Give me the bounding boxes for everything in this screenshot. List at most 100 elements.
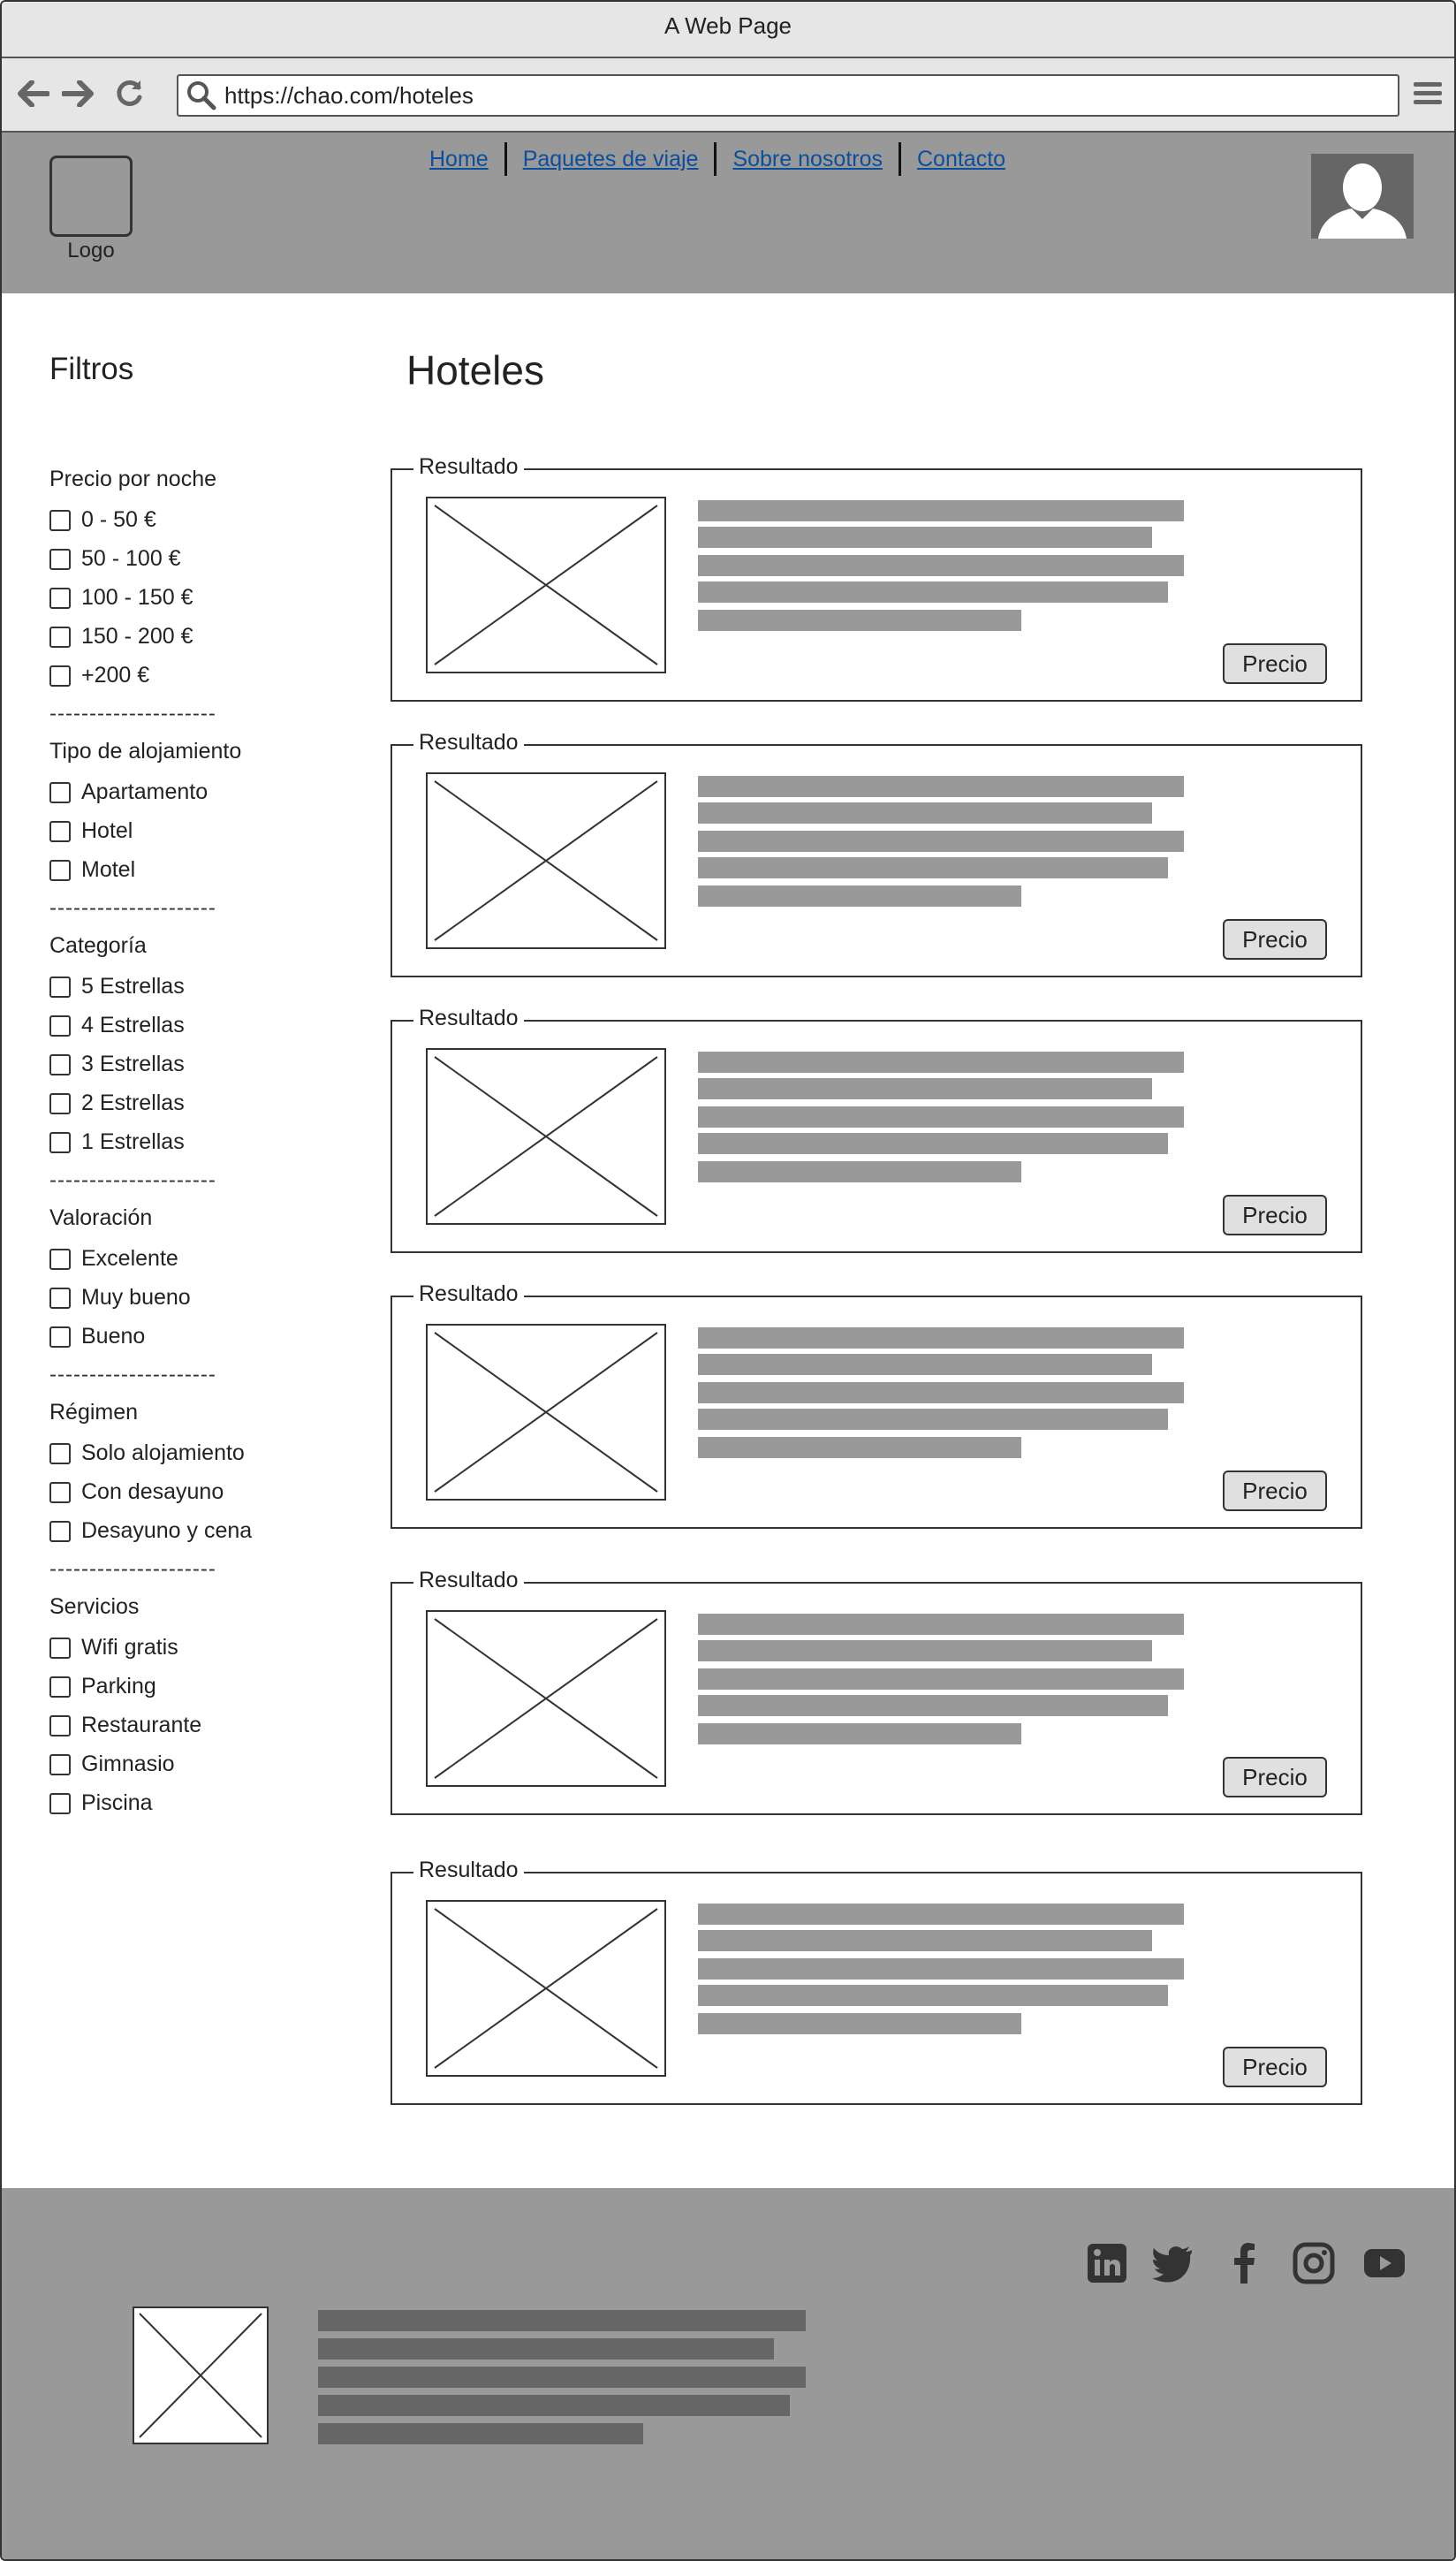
checkbox[interactable] <box>49 1092 71 1114</box>
nav-link-contacto[interactable]: Contacto <box>917 146 1006 171</box>
logo-label: Logo <box>67 239 115 262</box>
filter-option[interactable]: Con desayuno <box>49 1479 224 1505</box>
filter-option[interactable]: Parking <box>49 1674 156 1699</box>
text-placeholder <box>698 527 1152 548</box>
logo[interactable] <box>49 156 133 237</box>
checkbox[interactable] <box>49 665 71 687</box>
checkbox[interactable] <box>49 859 71 881</box>
checkbox[interactable] <box>49 626 71 648</box>
filter-option[interactable]: Muy bueno <box>49 1285 191 1311</box>
filter-option[interactable]: 2 Estrellas <box>49 1091 185 1116</box>
youtube-icon[interactable] <box>1362 2241 1407 2285</box>
filter-option[interactable]: Bueno <box>49 1324 145 1349</box>
filter-option[interactable]: 0 - 50 € <box>49 507 156 533</box>
checkbox[interactable] <box>49 1248 71 1270</box>
filter-option[interactable]: Piscina <box>49 1790 153 1816</box>
filter-option-label: Solo alojamiento <box>81 1440 245 1465</box>
checkbox[interactable] <box>49 548 71 570</box>
filter-option[interactable]: Excelente <box>49 1246 178 1272</box>
filter-option[interactable]: 1 Estrellas <box>49 1129 185 1155</box>
price-button[interactable]: Precio <box>1223 919 1327 960</box>
result-legend: Resultado <box>413 1858 524 1883</box>
filter-option[interactable]: Restaurante <box>49 1713 201 1738</box>
filter-option-label: 50 - 100 € <box>81 546 181 571</box>
checkbox[interactable] <box>49 976 71 998</box>
filter-option[interactable]: 100 - 150 € <box>49 585 193 611</box>
filter-option[interactable]: Gimnasio <box>49 1752 175 1777</box>
filter-option[interactable]: 5 Estrellas <box>49 974 185 999</box>
checkbox[interactable] <box>49 1326 71 1348</box>
text-placeholder <box>698 1052 1184 1073</box>
filter-option[interactable]: 3 Estrellas <box>49 1052 185 1077</box>
checkbox[interactable] <box>49 820 71 842</box>
title-bar: A Web Page <box>2 2 1454 58</box>
price-button[interactable]: Precio <box>1223 643 1327 684</box>
search-icon <box>186 80 217 111</box>
nav-link-home[interactable]: Home <box>429 146 489 171</box>
twitter-icon[interactable] <box>1150 2241 1194 2285</box>
checkbox[interactable] <box>49 587 71 609</box>
checkbox[interactable] <box>49 1714 71 1736</box>
text-placeholder <box>698 1640 1152 1661</box>
checkbox[interactable] <box>49 1676 71 1698</box>
filter-option-label: Motel <box>81 857 136 882</box>
hamburger-menu-icon[interactable] <box>1412 78 1444 110</box>
checkbox[interactable] <box>49 1442 71 1464</box>
checkbox[interactable] <box>49 1637 71 1659</box>
filter-option-label: +200 € <box>81 663 150 688</box>
filter-option[interactable]: 150 - 200 € <box>49 624 193 650</box>
text-placeholder <box>698 831 1184 852</box>
back-arrow-icon[interactable] <box>16 76 51 111</box>
result-card: Resultado Precio <box>391 1568 1362 1815</box>
filter-option[interactable]: Hotel <box>49 818 133 844</box>
checkbox[interactable] <box>49 1481 71 1503</box>
user-avatar[interactable] <box>1311 154 1414 239</box>
filter-option-label: Con desayuno <box>81 1479 224 1504</box>
checkbox[interactable] <box>49 1520 71 1542</box>
checkbox[interactable] <box>49 509 71 531</box>
filter-option[interactable]: 4 Estrellas <box>49 1013 185 1038</box>
instagram-icon[interactable] <box>1292 2241 1336 2285</box>
price-button[interactable]: Precio <box>1223 2047 1327 2087</box>
text-placeholder <box>698 1078 1152 1099</box>
filter-group-title: Tipo de alojamiento <box>49 739 242 764</box>
image-placeholder <box>426 1900 666 2077</box>
price-button[interactable]: Precio <box>1223 1195 1327 1235</box>
filter-option-label: Piscina <box>81 1790 153 1815</box>
filter-option-label: Apartamento <box>81 779 209 804</box>
filter-option[interactable]: Apartamento <box>49 779 208 805</box>
filter-option[interactable]: Solo alojamiento <box>49 1440 245 1466</box>
forward-arrow-icon[interactable] <box>60 76 95 111</box>
filter-option[interactable]: Motel <box>49 857 135 883</box>
site-header: Logo Home Paquetes de viaje Sobre nosotr… <box>2 133 1454 293</box>
nav-link-paquetes[interactable]: Paquetes de viaje <box>522 146 699 171</box>
filter-option[interactable]: Desayuno y cena <box>49 1518 252 1544</box>
window-title: A Web Page <box>664 12 792 39</box>
filter-option[interactable]: Wifi gratis <box>49 1635 178 1660</box>
price-button[interactable]: Precio <box>1223 1757 1327 1797</box>
divider: --------------------- <box>49 896 216 920</box>
filter-option-label: 150 - 200 € <box>81 624 193 649</box>
image-placeholder <box>426 1324 666 1501</box>
filter-option-label: 4 Estrellas <box>81 1013 185 1037</box>
price-button[interactable]: Precio <box>1223 1470 1327 1511</box>
footer-text-placeholder <box>318 2423 643 2444</box>
address-bar[interactable]: https://chao.com/hoteles <box>177 74 1399 117</box>
checkbox[interactable] <box>49 1792 71 1814</box>
filter-option[interactable]: 50 - 100 € <box>49 546 181 572</box>
checkbox[interactable] <box>49 781 71 803</box>
checkbox[interactable] <box>49 1131 71 1153</box>
facebook-icon[interactable] <box>1223 2241 1267 2285</box>
url-text: https://chao.com/hoteles <box>224 82 474 109</box>
reload-icon[interactable] <box>111 76 147 111</box>
nav-link-sobre-nosotros[interactable]: Sobre nosotros <box>732 146 883 171</box>
checkbox[interactable] <box>49 1015 71 1037</box>
checkbox[interactable] <box>49 1287 71 1309</box>
checkbox[interactable] <box>49 1053 71 1075</box>
checkbox[interactable] <box>49 1753 71 1775</box>
filter-option-label: 3 Estrellas <box>81 1052 185 1076</box>
linkedin-icon[interactable] <box>1085 2241 1129 2285</box>
filter-option[interactable]: +200 € <box>49 663 149 688</box>
image-placeholder <box>426 772 666 949</box>
